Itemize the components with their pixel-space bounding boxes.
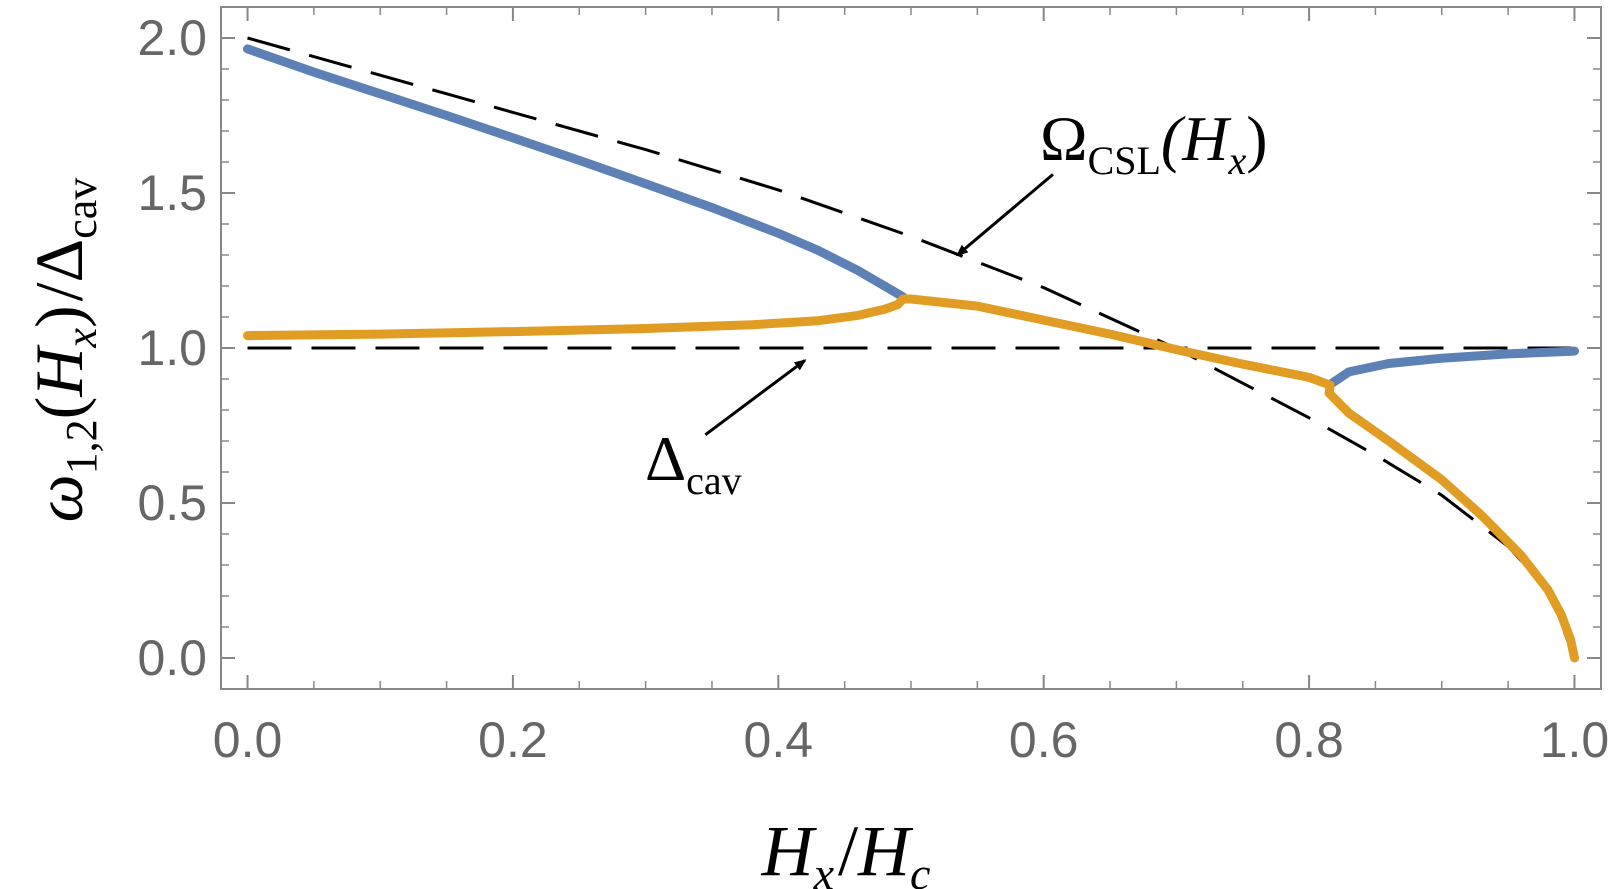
x-tick-label: 0.8 <box>1274 712 1344 768</box>
y-tick-label: 1.5 <box>137 165 207 221</box>
annotation-arrow <box>955 173 1054 257</box>
annotation-layer <box>704 173 1054 437</box>
y-axis-label: ω1,2(Hx)/Δcav <box>21 178 106 523</box>
series-layer <box>243 36 1579 663</box>
x-axis-label: Hx/Hc <box>761 811 931 889</box>
x-tick-label: 0.4 <box>744 712 814 768</box>
series-line <box>243 294 1579 663</box>
x-tick-label: 0.6 <box>1009 712 1079 768</box>
x-tick-label: 0.0 <box>213 712 283 768</box>
series-line <box>1324 346 1579 390</box>
annotation-arrow <box>704 359 807 437</box>
y-tick-label: 2.0 <box>137 10 207 66</box>
series-line <box>243 44 908 302</box>
x-tick-label: 0.2 <box>478 712 548 768</box>
tick-labels: 0.0 0.2 0.4 0.6 0.8 1.0 0.0 0.5 1.0 1.5 2.0 <box>137 10 1609 768</box>
tick-marks <box>221 6 1601 690</box>
y-tick-label: 0.5 <box>137 475 207 531</box>
dashed-reference-line <box>247 36 1576 659</box>
annotation-omega-csl-label: ΩCSL(Hx) <box>1040 103 1268 183</box>
y-tick-label: 0.0 <box>137 630 207 686</box>
annotation-delta-cav-label: Δcav <box>645 423 742 503</box>
y-tick-label: 1.0 <box>137 320 207 376</box>
x-tick-label: 1.0 <box>1540 712 1610 768</box>
